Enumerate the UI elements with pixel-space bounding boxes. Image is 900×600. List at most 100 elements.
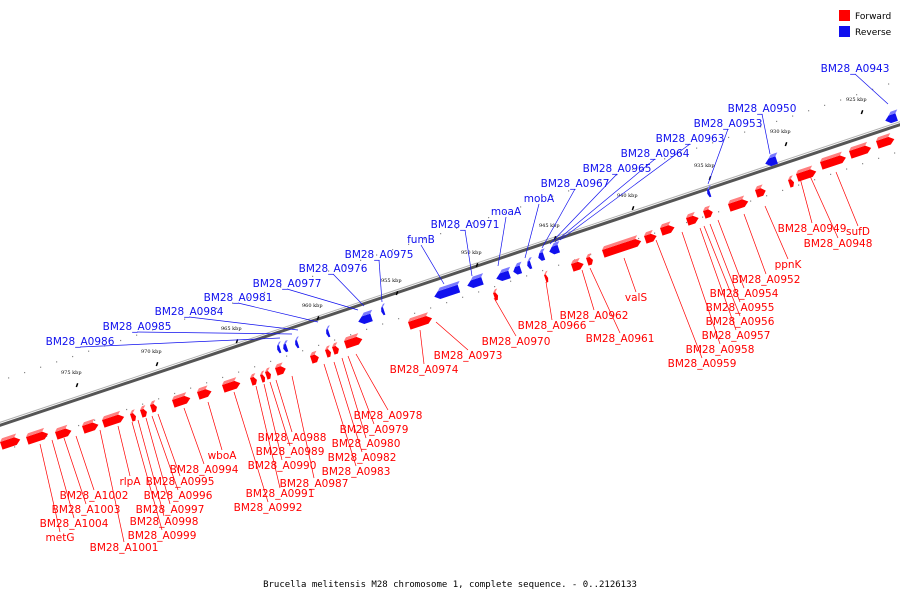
gene-arrow <box>0 437 21 450</box>
tick-dot <box>88 350 90 352</box>
gene-label: BM28_A0997 <box>136 504 205 516</box>
gene-label: BM28_A0974 <box>390 364 459 376</box>
tick-dot <box>862 163 864 165</box>
gene-arrow-top <box>381 303 385 308</box>
gene-label: BM28_A0957 <box>702 330 771 342</box>
tick-dot <box>846 168 848 170</box>
gene-label: BM28_A0971 <box>431 219 500 231</box>
gene-label: BM28_A0999 <box>128 530 197 542</box>
gene-arrow-top <box>250 373 256 378</box>
gene-label: BM28_A0955 <box>706 302 775 314</box>
tick-dot <box>200 313 202 315</box>
tick-dot <box>72 355 74 358</box>
legend-reverse-label: Reverse <box>855 28 892 38</box>
gene-arrow <box>26 431 49 445</box>
gene-label: BM28_A1001 <box>90 542 159 554</box>
tick-dot <box>504 211 506 213</box>
gene-label: BM28_A0985 <box>103 321 172 333</box>
gene-arrow-top <box>539 248 545 254</box>
reverse-gene <box>381 303 386 316</box>
leader-line <box>136 331 293 335</box>
gene-arrow <box>295 340 300 349</box>
tick-dot <box>392 249 394 251</box>
leader-line <box>355 353 389 411</box>
gene-arrow-top <box>703 205 711 211</box>
tick-dot <box>94 419 96 421</box>
gene-arrow-top <box>277 341 281 346</box>
gene-label: BM28_A0989 <box>256 446 325 458</box>
gene-arrow <box>571 261 584 272</box>
forward-gene <box>703 205 713 219</box>
leader-line <box>809 175 839 239</box>
gene-arrow <box>130 413 137 422</box>
gene-label: rlpA <box>119 476 141 488</box>
gene-label: BM28_A0977 <box>253 278 322 290</box>
leader-line <box>157 413 181 477</box>
leader-line <box>75 435 95 491</box>
gene-label: BM28_A0953 <box>694 118 763 130</box>
tick-dot <box>142 403 144 405</box>
tick-dot <box>206 382 208 384</box>
forward-gene <box>265 367 272 380</box>
legend-forward-label: Forward <box>855 12 891 22</box>
leader-line <box>554 158 656 243</box>
tick-dot <box>222 376 224 379</box>
tick-dot <box>654 232 656 234</box>
leader-line <box>332 273 365 307</box>
reverse-gene <box>434 280 461 300</box>
reverse-gene <box>295 336 300 349</box>
tick-dot <box>472 222 474 224</box>
reverse-gene <box>538 248 546 261</box>
gene-label: BM28_A0996 <box>144 490 213 502</box>
gene-label: BM28_A0962 <box>560 310 629 322</box>
leader-line <box>39 443 61 533</box>
gene-arrow <box>796 169 817 182</box>
leader-line <box>541 188 576 249</box>
gene-arrow-top <box>344 333 359 341</box>
kbp-tick-label: 935 kbp <box>694 163 715 169</box>
tick-dot <box>414 312 416 314</box>
reverse-gene <box>277 341 282 354</box>
gene-label: BM28_A0973 <box>434 350 503 362</box>
gene-arrow <box>275 366 286 376</box>
tick-dot <box>776 120 778 123</box>
gene-label: fumB <box>407 234 435 246</box>
gene-arrow-top <box>499 266 511 274</box>
gene-label: BM28_A0981 <box>204 292 273 304</box>
gene-label: BM28_A0943 <box>821 63 890 75</box>
leader-line <box>559 143 691 241</box>
leader-line <box>589 267 621 334</box>
backbone-line <box>0 123 900 427</box>
leader-line <box>117 425 131 477</box>
tick-dot <box>872 88 874 90</box>
tick-dot <box>798 184 800 186</box>
gene-arrow <box>408 316 433 330</box>
tick-dot <box>686 221 688 224</box>
tick-dot <box>760 126 762 128</box>
tick-dot <box>824 104 826 106</box>
leader-line <box>854 73 889 105</box>
tick-dot <box>856 94 858 96</box>
kbp-tick-mark <box>75 383 79 388</box>
tick-dot <box>46 435 48 437</box>
leader-line <box>835 171 859 227</box>
forward-gene <box>849 141 872 159</box>
kbp-tick-mark <box>155 362 159 367</box>
forward-gene <box>586 253 593 266</box>
tick-dot <box>120 339 122 342</box>
gene-label: BM28_A0986 <box>46 336 115 348</box>
gene-labels: BM28_A0943 BM28_A0950 BM28_A0953 BM28_A0963… <box>40 63 890 554</box>
gene-arrow <box>260 374 266 383</box>
gene-arrow <box>755 188 766 198</box>
legend-reverse-swatch <box>839 26 850 37</box>
leader-line <box>79 337 281 348</box>
kbp-tick-label: 965 kbp <box>221 326 242 332</box>
tick-dot <box>632 168 634 171</box>
gene-arrow-top <box>140 405 146 410</box>
leader-line <box>581 269 595 311</box>
gene-arrow <box>686 215 699 226</box>
gene-arrow <box>728 199 749 212</box>
gene-arrow-top <box>755 184 763 190</box>
leader-line <box>420 244 445 285</box>
gene-arrow-top <box>660 221 671 228</box>
